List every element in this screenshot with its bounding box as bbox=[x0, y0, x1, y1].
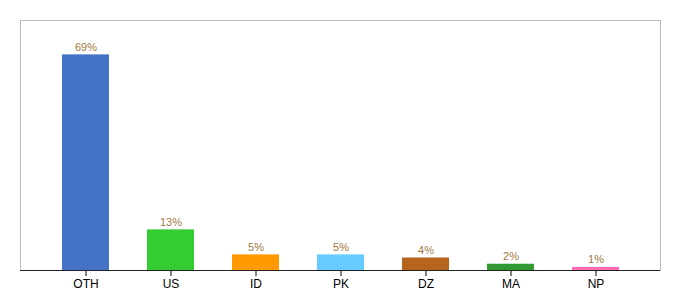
svg-text:2%: 2% bbox=[503, 250, 519, 262]
svg-text:5%: 5% bbox=[248, 241, 264, 253]
svg-text:4%: 4% bbox=[418, 244, 434, 256]
svg-text:PK: PK bbox=[333, 277, 349, 291]
svg-text:69%: 69% bbox=[75, 41, 97, 53]
svg-text:MA: MA bbox=[502, 277, 520, 291]
svg-text:DZ: DZ bbox=[418, 277, 434, 291]
svg-text:13%: 13% bbox=[160, 216, 182, 228]
svg-text:OTH: OTH bbox=[73, 277, 98, 291]
svg-text:US: US bbox=[163, 277, 180, 291]
svg-text:5%: 5% bbox=[333, 241, 349, 253]
svg-text:ID: ID bbox=[250, 277, 262, 291]
svg-text:NP: NP bbox=[588, 277, 605, 291]
svg-text:1%: 1% bbox=[588, 253, 604, 265]
